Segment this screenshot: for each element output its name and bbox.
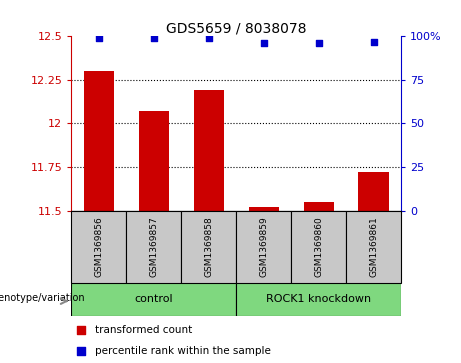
Text: genotype/variation: genotype/variation: [0, 293, 86, 303]
Text: GSM1369860: GSM1369860: [314, 216, 323, 277]
Bar: [139, 111, 169, 211]
Text: transformed count: transformed count: [95, 325, 192, 335]
Bar: [359, 172, 389, 211]
Bar: [236, 283, 401, 316]
Bar: [236, 211, 291, 283]
Point: [95, 35, 103, 41]
Bar: [346, 211, 401, 283]
Point: [77, 348, 85, 354]
Point: [77, 327, 85, 333]
Bar: [84, 71, 114, 211]
Text: GSM1369857: GSM1369857: [149, 216, 159, 277]
Bar: [194, 90, 224, 211]
Text: GSM1369859: GSM1369859: [259, 216, 268, 277]
Bar: [181, 211, 236, 283]
Title: GDS5659 / 8038078: GDS5659 / 8038078: [166, 21, 307, 35]
Bar: [291, 211, 346, 283]
Point: [315, 40, 322, 46]
Bar: [71, 211, 126, 283]
Bar: [248, 207, 279, 211]
Text: control: control: [135, 294, 173, 305]
Bar: [126, 211, 181, 283]
Bar: [303, 202, 334, 211]
Point: [205, 35, 213, 41]
Text: GSM1369861: GSM1369861: [369, 216, 378, 277]
Point: [150, 35, 158, 41]
Point: [260, 40, 267, 46]
Bar: [71, 283, 236, 316]
Text: GSM1369856: GSM1369856: [95, 216, 103, 277]
Point: [370, 38, 377, 44]
Text: ROCK1 knockdown: ROCK1 knockdown: [266, 294, 371, 305]
Text: GSM1369858: GSM1369858: [204, 216, 213, 277]
Text: percentile rank within the sample: percentile rank within the sample: [95, 346, 271, 356]
